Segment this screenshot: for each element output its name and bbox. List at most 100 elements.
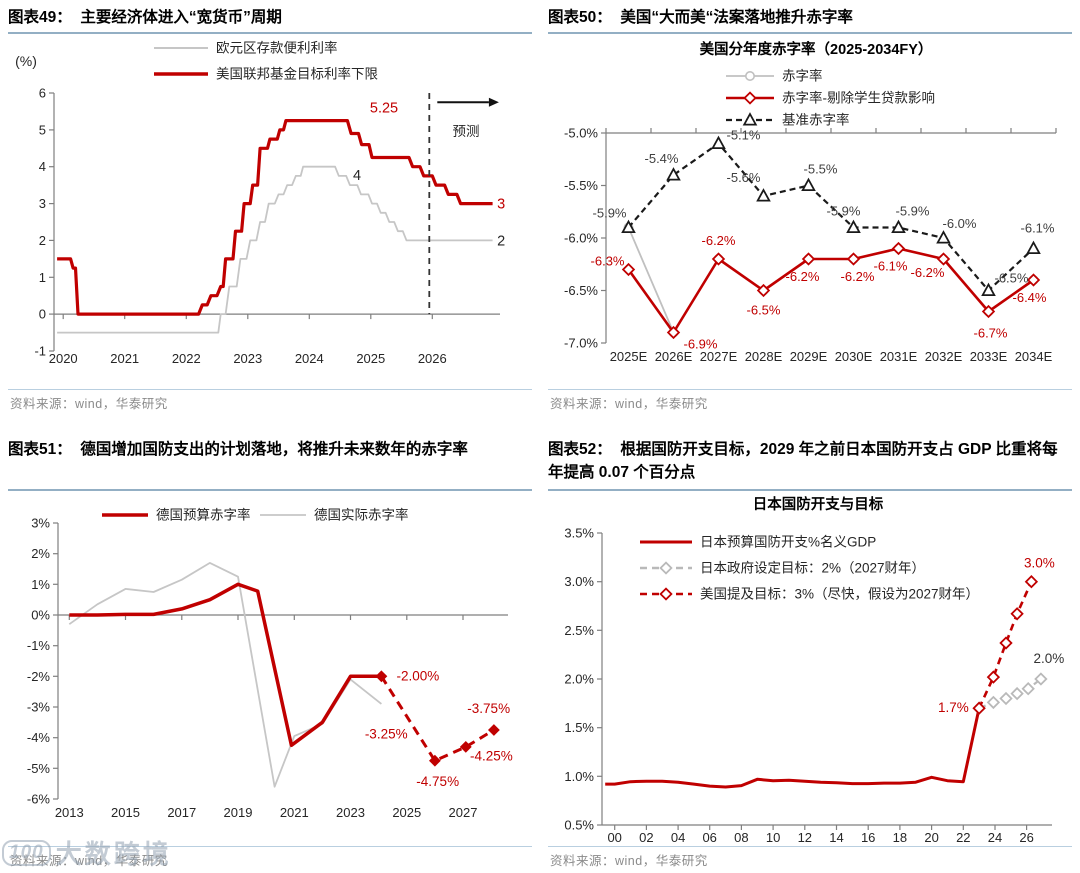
figure-52-title-rule xyxy=(548,489,1072,491)
figure-51-source-rule xyxy=(8,846,532,847)
svg-text:2021: 2021 xyxy=(110,351,139,366)
svg-text:-6.4%: -6.4% xyxy=(1013,290,1047,305)
figure-50-title-rule xyxy=(548,32,1072,35)
svg-text:18: 18 xyxy=(893,830,907,845)
svg-text:基准赤字率: 基准赤字率 xyxy=(782,112,850,128)
svg-text:2027: 2027 xyxy=(449,805,478,820)
figure-50-panel: 图表50： 美国“大而美“法案落地推升赤字率 美国分年度赤字率（2025-203… xyxy=(540,0,1080,432)
svg-text:2031E: 2031E xyxy=(880,349,918,364)
svg-text:-6.1%: -6.1% xyxy=(1021,221,1055,236)
svg-text:美国联邦基金目标利率下限: 美国联邦基金目标利率下限 xyxy=(216,66,378,82)
svg-text:-5.5%: -5.5% xyxy=(804,162,838,177)
svg-text:-6.3%: -6.3% xyxy=(591,254,625,269)
svg-text:00: 00 xyxy=(607,830,621,845)
svg-text:08: 08 xyxy=(734,830,748,845)
svg-text:2025: 2025 xyxy=(356,351,385,366)
figure-52-title: 图表52： 根据国防开支目标，2029 年之前日本国防开支占 GDP 比重将每年… xyxy=(548,441,1058,482)
svg-text:-5%: -5% xyxy=(27,761,51,776)
svg-text:德国预算赤字率: 德国预算赤字率 xyxy=(156,507,251,523)
svg-text:-4.75%: -4.75% xyxy=(416,774,459,789)
figure-49-title-rule xyxy=(8,32,532,35)
svg-text:2020: 2020 xyxy=(49,351,78,366)
svg-text:-6.0%: -6.0% xyxy=(943,216,977,231)
svg-text:2033E: 2033E xyxy=(970,349,1008,364)
figure-51-title-rule xyxy=(8,489,532,491)
svg-text:6: 6 xyxy=(39,86,46,101)
svg-text:美国提及目标：3%（尽快，假设为2027财年）: 美国提及目标：3%（尽快，假设为2027财年） xyxy=(700,587,979,602)
svg-text:日本国防开支与目标: 日本国防开支与目标 xyxy=(753,495,884,513)
svg-text:02: 02 xyxy=(639,830,653,845)
svg-text:5.25: 5.25 xyxy=(370,101,398,117)
svg-text:0: 0 xyxy=(39,307,46,322)
svg-text:2024: 2024 xyxy=(295,351,324,366)
svg-text:3.5%: 3.5% xyxy=(564,526,594,541)
svg-text:2019: 2019 xyxy=(224,805,253,820)
svg-text:2022: 2022 xyxy=(172,351,201,366)
svg-text:美国分年度赤字率（2025-2034FY）: 美国分年度赤字率（2025-2034FY） xyxy=(700,40,933,58)
svg-text:1.5%: 1.5% xyxy=(564,720,594,735)
figure-50-title: 图表50： 美国“大而美“法案落地推升赤字率 xyxy=(548,9,853,26)
svg-text:-1%: -1% xyxy=(27,638,51,653)
svg-text:4: 4 xyxy=(353,168,361,184)
svg-text:26: 26 xyxy=(1019,830,1033,845)
svg-text:-5.9%: -5.9% xyxy=(593,206,627,221)
figure-51-chart: 3% 2% 1% 0% -1% -2% -3% -4% -5% -6% 2013 2015 2017 20… xyxy=(27,507,513,821)
svg-text:2013: 2013 xyxy=(55,805,84,820)
svg-text:0.5%: 0.5% xyxy=(564,818,594,833)
svg-text:-5.5%: -5.5% xyxy=(564,178,598,193)
svg-text:赤字率: 赤字率 xyxy=(782,68,823,84)
svg-text:-2%: -2% xyxy=(27,669,51,684)
svg-text:2028E: 2028E xyxy=(745,349,783,364)
svg-text:1: 1 xyxy=(39,270,46,285)
svg-text:2017: 2017 xyxy=(167,805,196,820)
svg-text:-2.00%: -2.00% xyxy=(397,668,440,683)
figure-52-source: 资料来源：wind，华泰研究 xyxy=(550,854,708,868)
svg-text:-5.6%: -5.6% xyxy=(727,170,761,185)
svg-text:-5.1%: -5.1% xyxy=(727,128,761,143)
svg-text:2: 2 xyxy=(497,234,505,250)
figure-49-source: 资料来源：wind，华泰研究 xyxy=(10,397,168,412)
svg-text:赤字率-剔除学生贷款影响: 赤字率-剔除学生贷款影响 xyxy=(782,90,935,106)
svg-text:3.0%: 3.0% xyxy=(564,574,594,589)
figure-51-panel: 图表51： 德国增加国防支出的计划落地，将推升未来数年的赤字率 3% 2% 1% 0%… xyxy=(0,432,540,873)
svg-text:2015: 2015 xyxy=(111,805,140,820)
svg-text:2: 2 xyxy=(39,233,46,248)
svg-text:3.0%: 3.0% xyxy=(1024,556,1055,571)
svg-text:-3.75%: -3.75% xyxy=(467,701,510,716)
svg-text:5: 5 xyxy=(39,123,46,138)
svg-text:2021: 2021 xyxy=(280,805,309,820)
svg-text:-5.9%: -5.9% xyxy=(827,204,861,219)
figure-52-source-rule xyxy=(548,846,1072,847)
svg-text:预测: 预测 xyxy=(453,124,480,139)
svg-text:-6.9%: -6.9% xyxy=(684,337,718,352)
svg-text:-6.5%: -6.5% xyxy=(564,283,598,298)
svg-text:-6.2%: -6.2% xyxy=(786,269,820,284)
svg-text:10: 10 xyxy=(766,830,780,845)
svg-text:-6.2%: -6.2% xyxy=(911,265,945,280)
svg-text:(%): (%) xyxy=(15,53,37,69)
svg-text:3: 3 xyxy=(497,197,505,213)
svg-text:3%: 3% xyxy=(31,516,50,531)
svg-text:2.0%: 2.0% xyxy=(564,672,594,687)
svg-text:1.0%: 1.0% xyxy=(564,769,594,784)
svg-text:2034E: 2034E xyxy=(1015,349,1053,364)
svg-text:4: 4 xyxy=(39,159,46,174)
svg-text:-7.0%: -7.0% xyxy=(564,336,598,351)
svg-text:-6.0%: -6.0% xyxy=(564,231,598,246)
svg-text:2%: 2% xyxy=(31,546,50,561)
svg-text:-6.5%: -6.5% xyxy=(747,303,781,318)
svg-text:20: 20 xyxy=(924,830,938,845)
svg-text:-6.2%: -6.2% xyxy=(841,269,875,284)
svg-text:2026: 2026 xyxy=(418,351,447,366)
svg-text:-3%: -3% xyxy=(27,700,51,715)
svg-text:04: 04 xyxy=(671,830,685,845)
svg-text:日本政府设定目标：2%（2027财年）: 日本政府设定目标：2%（2027财年） xyxy=(700,561,925,576)
svg-text:22: 22 xyxy=(956,830,970,845)
svg-text:2023: 2023 xyxy=(233,351,262,366)
svg-text:德国实际赤字率: 德国实际赤字率 xyxy=(314,507,409,523)
svg-text:2025: 2025 xyxy=(392,805,421,820)
svg-text:-6.1%: -6.1% xyxy=(874,259,908,274)
svg-text:2025E: 2025E xyxy=(610,349,648,364)
svg-text:-5.4%: -5.4% xyxy=(645,151,679,166)
svg-text:1.7%: 1.7% xyxy=(938,700,969,715)
